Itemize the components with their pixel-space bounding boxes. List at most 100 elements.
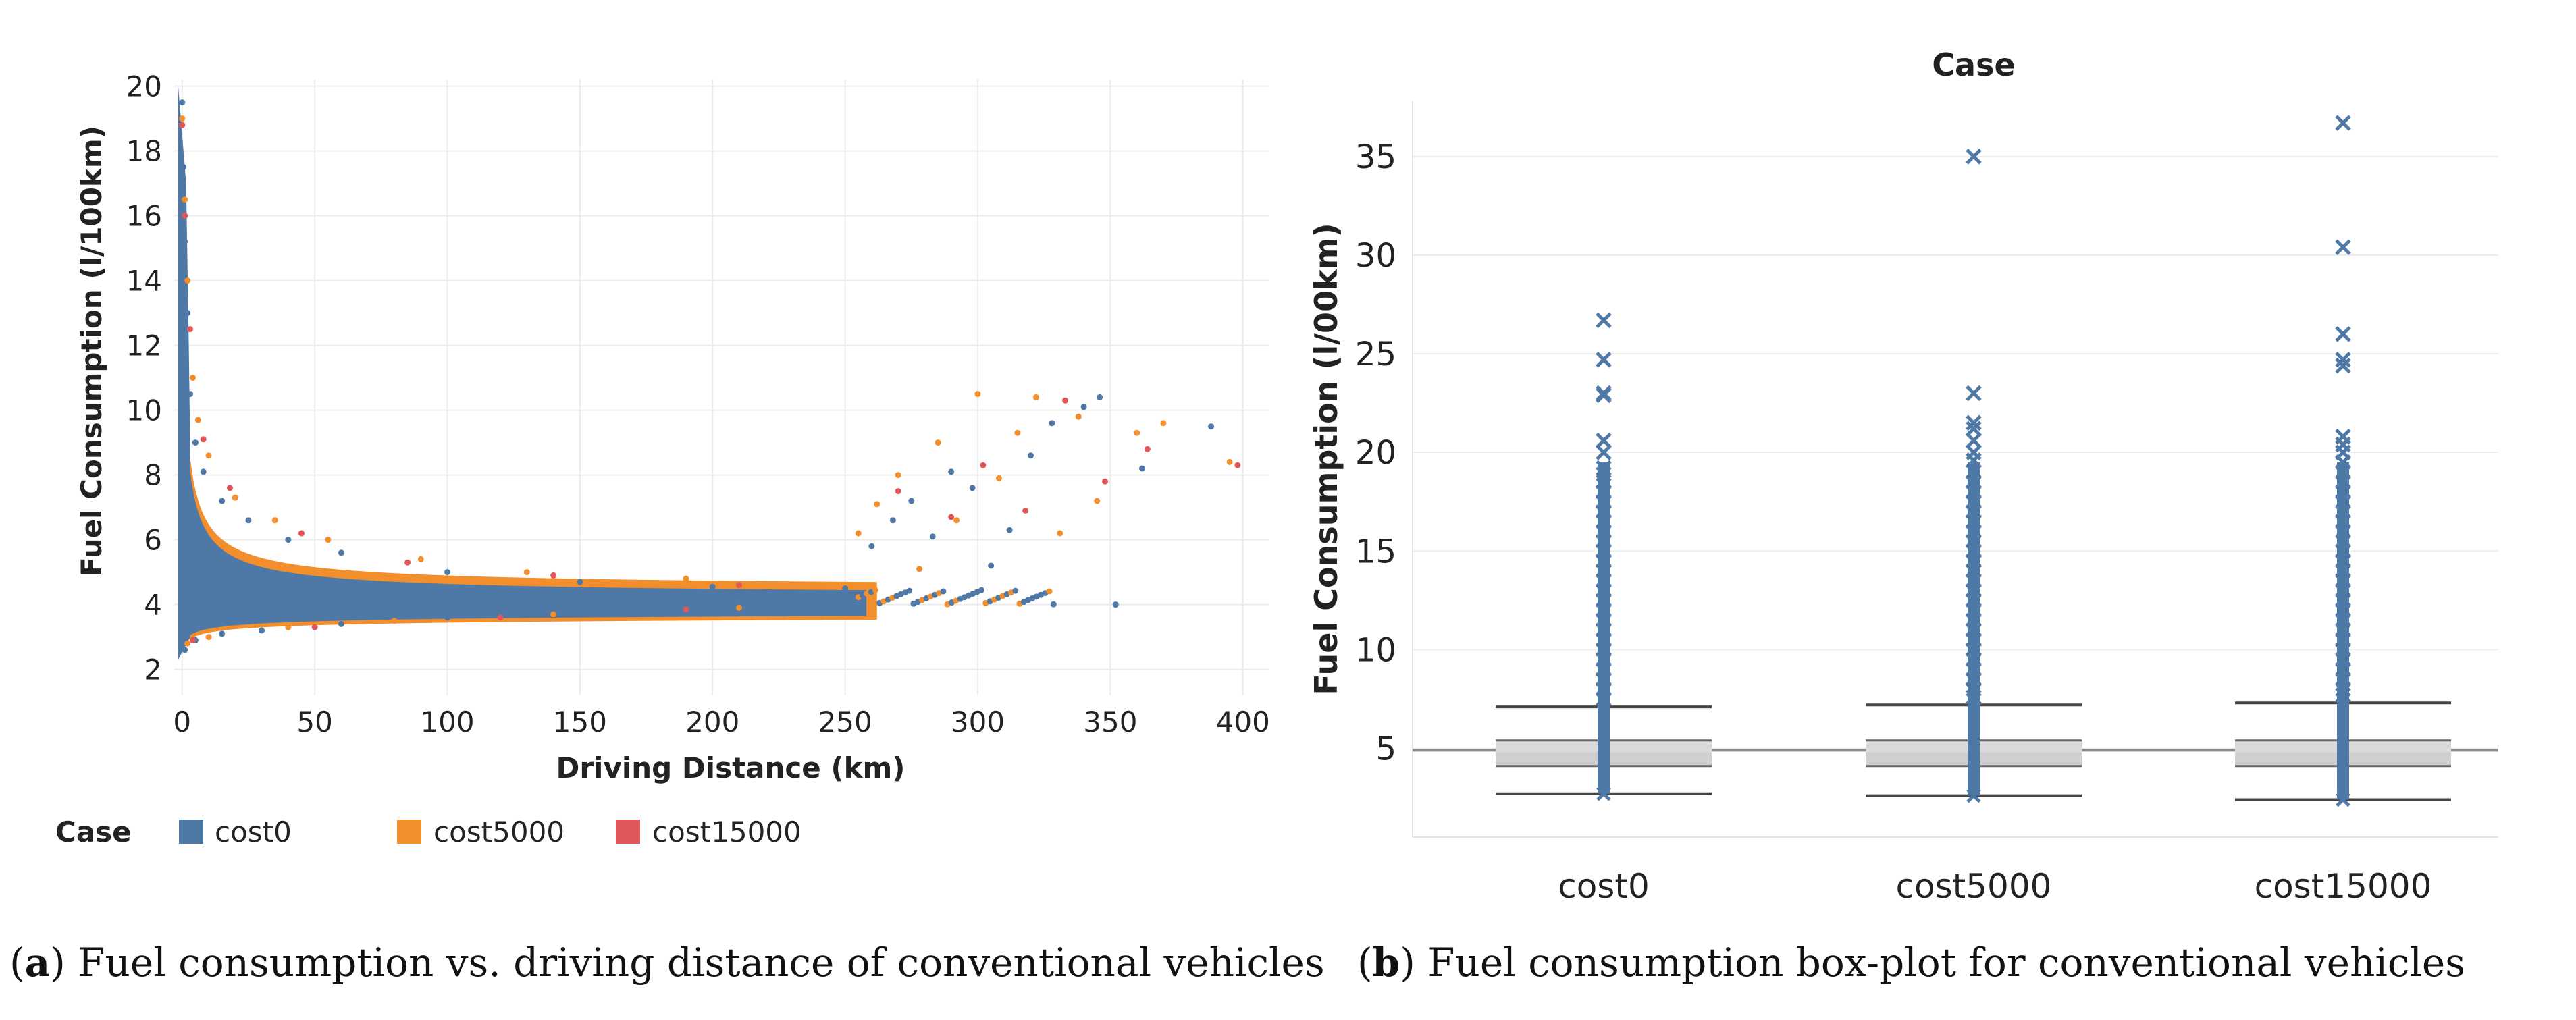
point-cost5000-2: [184, 277, 191, 284]
outlier-cost0-1: [1596, 352, 1612, 368]
outlier-stroke: [2335, 115, 2351, 131]
outlier-stroke: [1596, 312, 1612, 329]
point-cost5000-30: [1075, 413, 1082, 420]
y-tick-label-4: 4: [144, 589, 162, 622]
point-cost5000-3: [189, 375, 196, 381]
outlier-cost5000-1: [1966, 385, 1982, 402]
outlier-stroke: [2335, 352, 2351, 368]
point-cost0-26: [908, 498, 915, 504]
box-y-ticks: 5 10 15 20 25 30 35: [1355, 138, 1396, 768]
point-cost0-15: [182, 647, 188, 653]
outlier-cost0-5: [1596, 444, 1612, 460]
outlier-cost15000-31: [2335, 681, 2351, 697]
point-cost0-34: [1080, 404, 1087, 410]
box-plot-title: Case: [1932, 47, 2015, 83]
outlier-stroke: [2335, 357, 2351, 374]
outlier-cost5000-0: [1966, 149, 1982, 165]
point-cost0-13: [709, 583, 716, 590]
scatter-x-axis-label: Driving Distance (km): [556, 751, 905, 784]
scatter-y-axis-label: Fuel Consumption (l/100km): [75, 126, 108, 576]
outlier-cost5000-30: [1966, 689, 1982, 705]
point-cost15000-0: [179, 122, 186, 128]
box-y-tick-35: 35: [1355, 138, 1396, 176]
caption-a-letter: a: [25, 940, 51, 986]
point-cost0-24: [868, 543, 875, 549]
point-cost0-4: [187, 391, 194, 398]
outlier-stroke: [1966, 689, 1982, 705]
point-cost0-17: [219, 630, 226, 637]
point-cost15000-19: [1144, 446, 1151, 452]
point-cost15000-17: [1062, 397, 1069, 404]
caption-b: (b) Fuel consumption box-plot for conven…: [1357, 940, 2465, 986]
box-y-tick-10: 10: [1355, 631, 1396, 669]
point-cost0-29: [969, 485, 976, 491]
point-cost15000-8: [736, 582, 743, 589]
y-tick-label-20: 20: [126, 70, 162, 103]
category-label-cost5000: cost5000: [1896, 867, 2052, 906]
point-cost5000-9: [417, 556, 424, 562]
outlier-cost5000-6: [1966, 452, 1982, 468]
point-cost15000-1: [182, 213, 188, 219]
point-cost5000-24: [953, 517, 960, 524]
point-cost5000-0: [179, 115, 186, 122]
outlier-stroke: [1966, 452, 1982, 468]
point-cost0-7: [219, 498, 226, 504]
point-cost15000-4: [226, 485, 233, 491]
point-cost15000-6: [404, 559, 411, 566]
outlier-stroke: [1966, 385, 1982, 402]
point-cost5000-32: [1134, 429, 1140, 436]
outlier-cost0-3: [1596, 387, 1612, 404]
point-cost5000-13: [184, 640, 191, 647]
point-cost5000-10: [523, 569, 530, 576]
min-stroke: [1596, 786, 1611, 801]
point-cost5000-25: [974, 391, 981, 398]
x-tick-label-50: 50: [296, 705, 332, 739]
box-y-tick-30: 30: [1355, 237, 1396, 275]
point-cost0-19: [338, 620, 344, 627]
x-tick-label-400: 400: [1216, 705, 1270, 739]
point-cost0-35: [1097, 394, 1103, 400]
point-cost5000-5: [205, 452, 212, 459]
point-cost0-38: [1208, 423, 1215, 430]
point-cost5000-14: [205, 634, 212, 641]
outlier-cost15000-32: [2335, 687, 2351, 703]
point-cost5000-8: [325, 537, 332, 543]
x-tick-label-300: 300: [951, 705, 1005, 739]
point-cost0-21: [577, 608, 583, 614]
scatter-legend: Case cost0 cost5000 cost15000: [55, 815, 801, 849]
point-cost15000-5: [298, 530, 305, 537]
y-tick-label-14: 14: [126, 265, 162, 298]
box-plot-panel: Case 5 10 15 20 25 30 35 cost0 cost5000 cost1500…: [1308, 47, 2498, 906]
point-cost0-5: [192, 439, 199, 446]
point-cost0-36: [1112, 601, 1119, 608]
category-label-cost0: cost0: [1558, 867, 1650, 906]
point-cost0-9: [285, 537, 292, 543]
point-cost5000-33: [1160, 420, 1167, 427]
outlier-stroke: [1966, 414, 1982, 431]
min-point-cost15000: [2336, 792, 2350, 807]
caption-a-text: Fuel consumption vs. driving distance of…: [65, 940, 1325, 986]
point-cost5000-18: [736, 604, 743, 611]
point-cost15000-14: [948, 514, 955, 520]
point-cost0-1: [180, 164, 187, 171]
point-tail: [1012, 587, 1019, 594]
point-cost15000-12: [683, 606, 689, 613]
legend-title: Case: [55, 815, 132, 849]
point-cost5000-15: [285, 624, 292, 630]
min-stroke: [2336, 792, 2350, 807]
point-cost5000-23: [935, 439, 941, 446]
outlier-cost0-30: [1596, 691, 1612, 707]
caption-b-letter: b: [1373, 940, 1400, 986]
x-tick-label-150: 150: [553, 705, 607, 739]
point-cost5000-22: [916, 566, 923, 572]
box-y-axis-label: Fuel Consumption (l/00km): [1308, 223, 1344, 695]
point-cost0-33: [1049, 420, 1055, 427]
y-tick-label-16: 16: [126, 200, 162, 233]
point-cost15000-2: [187, 326, 194, 333]
point-cost15000-11: [497, 614, 504, 621]
point-cost0-8: [245, 517, 252, 524]
box-category-labels: cost0 cost5000 cost15000: [1558, 867, 2432, 906]
point-tail: [906, 587, 913, 594]
point-cost15000-13: [895, 488, 901, 495]
